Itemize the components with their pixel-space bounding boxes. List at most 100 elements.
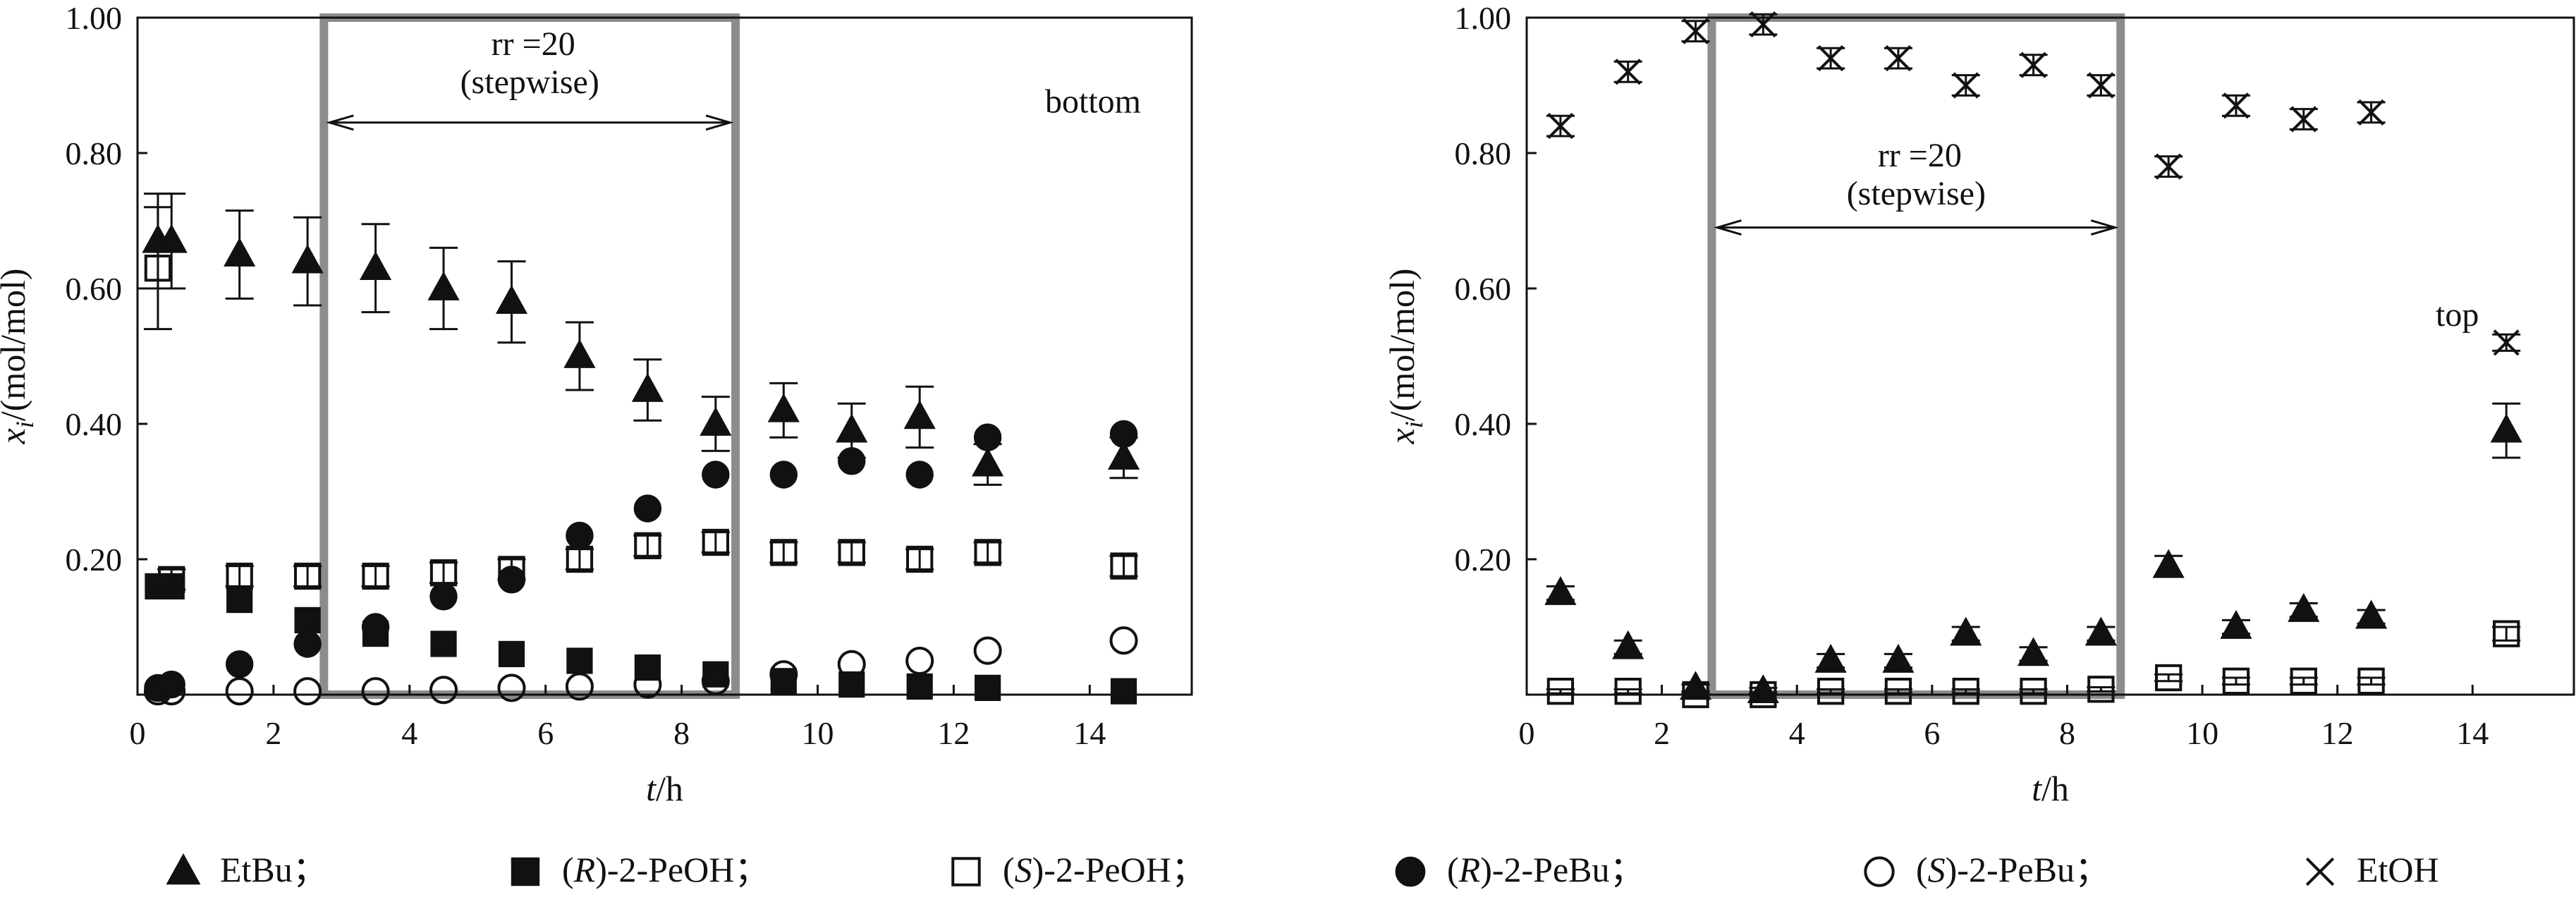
data-point [1110,552,1137,580]
x-tick-label: 4 [401,715,417,751]
x-tick-label: 10 [2186,715,2218,751]
y-tick-label: 1.00 [1455,0,1512,36]
y-tick-label: 0.40 [66,406,123,442]
data-point [633,670,662,699]
legend-label: EtOH [2357,850,2439,889]
data-point [2357,667,2385,695]
legend-label: EtBu； [220,850,328,889]
error-bar [293,565,322,587]
data-point [359,251,392,281]
data-point [2358,99,2385,126]
data-point [1547,113,1574,140]
data-point [2288,592,2320,622]
error-bar [1681,691,1710,696]
x-tick-label: 6 [537,715,554,751]
y-tick-label: 0.80 [66,135,123,171]
data-point [143,677,172,706]
data-point [770,539,798,566]
data-point [1950,616,1982,646]
legend-marker [2305,857,2335,886]
data-point [1747,674,1779,704]
data-point [838,447,866,475]
data-point [974,539,1001,566]
data-point [1953,72,1979,99]
data-point [2222,667,2250,695]
data-point [1546,678,1575,705]
error-bar [973,541,1002,564]
chart-panel-right: 0 2 4 6 8 10 12 14 0.20 0.40 0.60 0.80 1.00 t/h xi/(mo… [1382,0,2575,808]
data-point [427,271,460,300]
data-point [566,521,594,550]
data-point [2152,549,2185,578]
data-point [361,677,390,706]
data-point [1885,45,1912,72]
error-bar [701,531,730,554]
data-point [631,372,664,402]
y-tick-label: 1.00 [66,0,123,36]
error-bar [1613,688,1642,695]
data-point [2220,609,2252,639]
data-point [144,255,172,282]
data-point [769,660,798,689]
data-point [2290,106,2317,133]
error-bar [633,534,662,557]
error-bar [769,541,798,564]
x-tick-label: 10 [802,715,834,751]
data-point [701,666,730,695]
data-point [158,566,185,593]
data-point [1814,643,1847,673]
data-point [975,674,1001,701]
panel-location-label: bottom [1045,83,1141,120]
data-point [767,393,800,422]
data-point [700,406,732,436]
data-point [293,677,322,706]
data-point [563,339,596,368]
x-tick-label: 2 [265,715,281,751]
error-bar [565,548,594,571]
data-point [293,562,322,590]
series-etbu [142,193,1140,486]
error-bar [2492,626,2521,642]
error-bar [2087,685,2116,693]
stepwise-region-box [1707,13,2125,699]
x-tick-label: 8 [673,715,690,751]
x-tick-label: 4 [1789,715,1805,751]
data-point [837,650,866,678]
error-bar [905,548,934,571]
series--r-2-peoh [145,573,1137,705]
error-bar [225,565,254,587]
error-bar [1817,688,1845,695]
chart-panel-left: 0 2 4 6 8 10 12 14 0.20 0.40 0.60 0.80 1.00 t/h xi/(mo… [0,0,1193,808]
series--s-2-pebu [143,626,1138,706]
error-bar [837,541,866,564]
error-bar [2357,676,2386,686]
plot-frame [1525,16,2575,696]
data-point [973,636,1002,665]
error-bar [2019,688,2048,695]
data-point [1109,420,1138,449]
error-bar [429,561,458,585]
legend: EtBu； (R)-2-PeOH； (S)-2-PeOH； (R)-2-PeBu； (S… [166,850,2439,889]
y-tick-label: 0.60 [1455,271,1512,307]
data-point [2155,153,2182,180]
data-point [2290,667,2317,695]
data-point [770,668,797,695]
error-bar [143,206,172,331]
data-point [1882,643,1915,673]
x-tick-label: 0 [130,715,146,751]
data-point [1107,440,1140,470]
data-point [565,672,594,701]
data-point [2087,72,2114,99]
data-point [905,646,934,676]
data-point [903,400,936,429]
legend-marker [166,853,201,885]
data-point [2155,664,2183,692]
data-point [2493,620,2520,647]
legend-marker [511,857,540,886]
data-point [226,587,253,614]
data-point [225,677,254,706]
data-point [2493,329,2520,356]
data-point [157,670,185,699]
data-point [498,640,525,667]
arrow-head-left [326,114,354,131]
